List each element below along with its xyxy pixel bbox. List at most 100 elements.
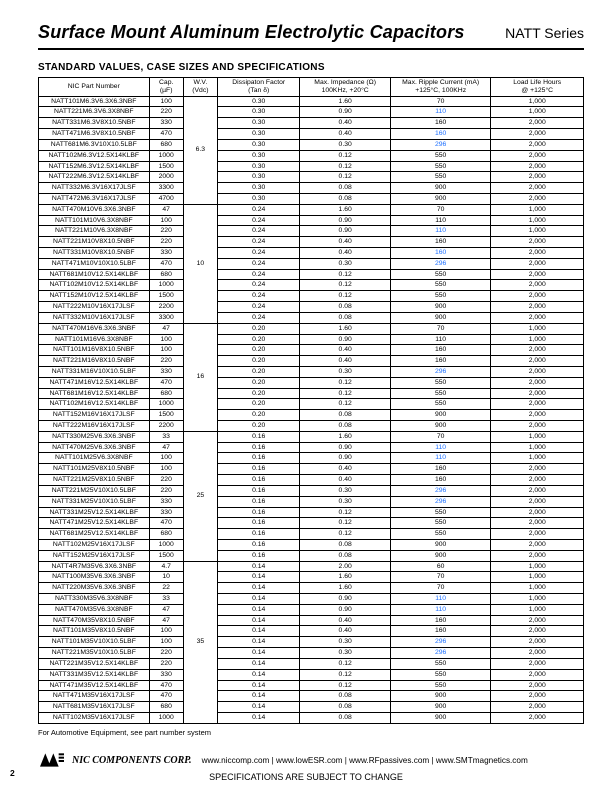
cell-df: 0.24 [217, 258, 299, 269]
cell-life: 2,000 [491, 680, 584, 691]
cell-rip: 550 [390, 161, 491, 172]
cell-df: 0.24 [217, 312, 299, 323]
cell-cap: 1500 [149, 291, 183, 302]
spec-table: NIC Part Number Cap.(µF) W.V.(Vdc) Dissi… [38, 77, 584, 724]
table-row: NATT221M6.3V6.3X8NBF2200.300.901101,000 [39, 107, 584, 118]
cell-imp: 0.08 [300, 302, 390, 313]
cell-rip: 70 [390, 431, 491, 442]
col-rip: Max. Ripple Current (mA)+125°C, 100KHz [390, 78, 491, 97]
cell-rip: 550 [390, 269, 491, 280]
table-row: NATT470M10V6.3X6.3NBF47100.241.60701,000 [39, 204, 584, 215]
cell-cap: 330 [149, 248, 183, 259]
cell-rip: 550 [390, 280, 491, 291]
cell-cap: 100 [149, 96, 183, 107]
cell-imp: 1.60 [300, 323, 390, 334]
cell-cap: 330 [149, 669, 183, 680]
table-row: NATT152M16V16X17JLSF15000.200.089002,000 [39, 410, 584, 421]
cell-imp: 0.30 [300, 366, 390, 377]
table-row: NATT332M10V16X17JLSF33000.240.089002,000 [39, 312, 584, 323]
cell-life: 2,000 [491, 475, 584, 486]
table-row: NATT471M35V12.5X14KLBF4700.140.125502,00… [39, 680, 584, 691]
cell-cap: 22 [149, 583, 183, 594]
table-row: NATT101M35V8X10.5NBF1000.140.401602,000 [39, 626, 584, 637]
cell-df: 0.20 [217, 410, 299, 421]
cell-cap: 47 [149, 604, 183, 615]
cell-cap: 220 [149, 648, 183, 659]
cell-cap: 47 [149, 442, 183, 453]
cell-imp: 1.60 [300, 583, 390, 594]
cell-imp: 0.12 [300, 518, 390, 529]
table-row: NATT331M6.3V8X10.5NBF3300.300.401602,000 [39, 118, 584, 129]
cell-df: 0.16 [217, 485, 299, 496]
cell-life: 2,000 [491, 712, 584, 723]
cell-df: 0.16 [217, 475, 299, 486]
table-row: NATT102M10V12.5X14KLBF10000.240.125502,0… [39, 280, 584, 291]
cell-imp: 0.08 [300, 410, 390, 421]
cell-part: NATT470M35V8X10.5NBF [39, 615, 150, 626]
cell-imp: 1.60 [300, 96, 390, 107]
cell-life: 1,000 [491, 334, 584, 345]
table-row: NATT101M25V6.3X8NBF1000.160.901101,000 [39, 453, 584, 464]
cell-part: NATT470M35V6.3X8NBF [39, 604, 150, 615]
series-label: NATT Series [505, 25, 584, 41]
cell-life: 2,000 [491, 669, 584, 680]
cell-imp: 0.12 [300, 399, 390, 410]
cell-df: 0.14 [217, 712, 299, 723]
cell-part: NATT101M35V8X10.5NBF [39, 626, 150, 637]
cell-part: NATT681M16V12.5X14KLBF [39, 388, 150, 399]
cell-cap: 2200 [149, 421, 183, 432]
cell-df: 0.20 [217, 356, 299, 367]
cell-cap: 3300 [149, 183, 183, 194]
cell-rip: 70 [390, 572, 491, 583]
cell-life: 2,000 [491, 366, 584, 377]
cell-wv: 25 [183, 431, 217, 561]
cell-life: 1,000 [491, 204, 584, 215]
cell-cap: 1500 [149, 161, 183, 172]
cell-cap: 4700 [149, 193, 183, 204]
cell-imp: 0.40 [300, 345, 390, 356]
cell-cap: 100 [149, 215, 183, 226]
cell-imp: 0.12 [300, 377, 390, 388]
table-row: NATT330M35V6.3X8NBF330.140.901101,000 [39, 594, 584, 605]
cell-life: 2,000 [491, 388, 584, 399]
cell-rip: 70 [390, 96, 491, 107]
cell-df: 0.14 [217, 626, 299, 637]
cell-df: 0.14 [217, 702, 299, 713]
cell-df: 0.16 [217, 453, 299, 464]
cell-part: NATT101M16V8X10.5NBF [39, 345, 150, 356]
cell-imp: 0.08 [300, 550, 390, 561]
table-row: NATT102M35V16X17JLSF10000.140.089002,000 [39, 712, 584, 723]
cell-rip: 160 [390, 129, 491, 140]
cell-rip: 70 [390, 583, 491, 594]
table-row: NATT332M6.3V16X17JLSF33000.300.089002,00… [39, 183, 584, 194]
cell-df: 0.14 [217, 658, 299, 669]
page-header: Surface Mount Aluminum Electrolytic Capa… [38, 22, 584, 50]
cell-part: NATT331M35V12.5X14KLBF [39, 669, 150, 680]
cell-rip: 60 [390, 561, 491, 572]
table-row: NATT221M10V6.3X8NBF2200.240.901101,000 [39, 226, 584, 237]
cell-imp: 0.40 [300, 248, 390, 259]
section-subhead: STANDARD VALUES, CASE SIZES AND SPECIFIC… [38, 62, 584, 73]
cell-imp: 0.12 [300, 388, 390, 399]
table-row: NATT221M35V12.5X14KLBF2200.140.125502,00… [39, 658, 584, 669]
footer-links: www.niccomp.com | www.lowESR.com | www.R… [202, 756, 528, 765]
cell-part: NATT471M16V12.5X14KLBF [39, 377, 150, 388]
col-df: Dissipaton Factor(Tan δ) [217, 78, 299, 97]
cell-part: NATT470M10V6.3X6.3NBF [39, 204, 150, 215]
cell-df: 0.24 [217, 248, 299, 259]
cell-imp: 0.08 [300, 183, 390, 194]
table-row: NATT470M16V6.3X6.3NBF47160.201.60701,000 [39, 323, 584, 334]
cell-cap: 680 [149, 139, 183, 150]
table-row: NATT331M16V10X10.5LBF3300.200.302962,000 [39, 366, 584, 377]
table-row: NATT472M6.3V16X17JLSF47000.300.089002,00… [39, 193, 584, 204]
cell-life: 2,000 [491, 302, 584, 313]
cell-rip: 550 [390, 658, 491, 669]
cell-part: NATT101M6.3V6.3X6.3NBF [39, 96, 150, 107]
cell-life: 2,000 [491, 399, 584, 410]
table-header-row: NIC Part Number Cap.(µF) W.V.(Vdc) Dissi… [39, 78, 584, 97]
cell-rip: 110 [390, 334, 491, 345]
cell-imp: 0.30 [300, 648, 390, 659]
table-row: NATT471M6.3V8X10.5NBF4700.300.401602,000 [39, 129, 584, 140]
cell-rip: 110 [390, 226, 491, 237]
table-row: NATT102M16V12.5X14KLBF10000.200.125502,0… [39, 399, 584, 410]
